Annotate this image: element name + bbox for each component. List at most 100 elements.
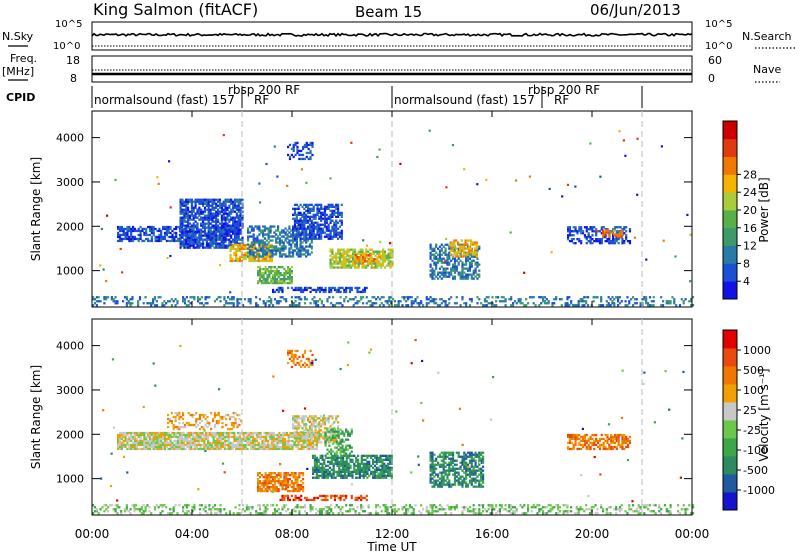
range-cell [383,266,387,269]
range-cell [312,209,315,212]
range-cell [267,227,270,230]
range-cell [203,435,206,439]
range-cell [231,431,234,435]
range-cell [305,145,308,149]
range-cell [343,298,346,301]
range-cell [232,232,235,235]
range-cell [237,443,240,447]
range-cell [203,230,207,233]
range-cell [553,506,556,509]
range-cell [363,260,367,263]
range-cell [292,239,295,242]
range-cell [143,447,146,451]
range-cell [667,300,670,303]
range-cell [270,259,273,263]
range-cell [174,298,177,301]
range-cell [242,504,245,507]
range-cell [181,234,184,237]
range-cell [237,431,240,435]
range-cell [288,268,292,271]
range-cell [455,269,458,272]
range-cell [315,512,318,515]
range-cell [412,510,415,513]
range-cell [440,249,443,252]
range-cell [225,431,228,435]
range-cell [124,439,127,443]
range-cell [615,238,618,241]
range-cell [283,276,286,279]
range-cell [340,221,343,224]
range-cell [194,206,197,209]
range-cell [299,253,302,256]
range-cell [299,235,302,238]
range-cell [248,431,251,435]
range-cell [209,226,212,229]
range-cell [234,411,237,415]
range-cell [196,216,199,219]
range-cell [277,290,280,294]
range-cell [585,296,588,299]
range-cell [287,435,290,439]
range-cell [130,435,133,439]
range-cell [198,212,201,215]
range-cell [152,445,155,449]
range-cell [438,249,442,252]
range-cell [283,274,286,277]
range-cell [420,504,423,507]
range-cell [158,445,161,449]
range-cell [152,439,155,443]
range-cell [167,229,170,233]
range-cell [451,255,454,258]
range-cell [242,447,245,451]
range-cell [247,243,250,246]
range-cell [310,239,313,242]
range-cell [163,443,167,447]
range-cell [343,300,346,303]
range-cell [262,243,265,246]
range-cell [132,239,135,243]
range-cell [523,304,526,307]
range-cell [495,506,498,509]
range-cell [617,238,620,241]
range-cell [692,504,695,507]
range-cell [521,512,524,515]
range-cell [620,235,623,238]
range-cell [335,290,338,294]
range-cell [252,431,255,435]
range-cell [273,280,277,283]
range-cell [240,419,243,423]
noise-cell [523,271,526,274]
range-cell [193,298,196,301]
range-cell [357,252,360,255]
range-cell [228,512,232,515]
range-cell [194,214,197,217]
range-cell [217,246,220,249]
range-cell [265,257,268,261]
range-cell [219,504,222,507]
range-cell [337,209,340,212]
range-cell [448,275,451,278]
range-cell [572,230,575,233]
range-cell [300,157,303,161]
range-cell [359,258,362,261]
range-cell [257,247,260,251]
range-cell [226,244,229,247]
range-cell [252,249,255,253]
range-cell [576,238,579,241]
range-cell [192,443,195,447]
range-cell [135,433,138,437]
range-cell [279,281,282,285]
range-cell [258,268,262,271]
range-cell [135,441,138,445]
range-cell [650,304,653,307]
range-cell [308,219,312,222]
range-cell [567,228,570,231]
range-cell [200,302,203,305]
range-cell [219,300,222,303]
range-cell [589,238,592,241]
range-cell [233,232,237,235]
range-cell [207,212,210,215]
range-cell [256,227,259,230]
range-cell [542,512,545,515]
range-cell [132,225,135,229]
